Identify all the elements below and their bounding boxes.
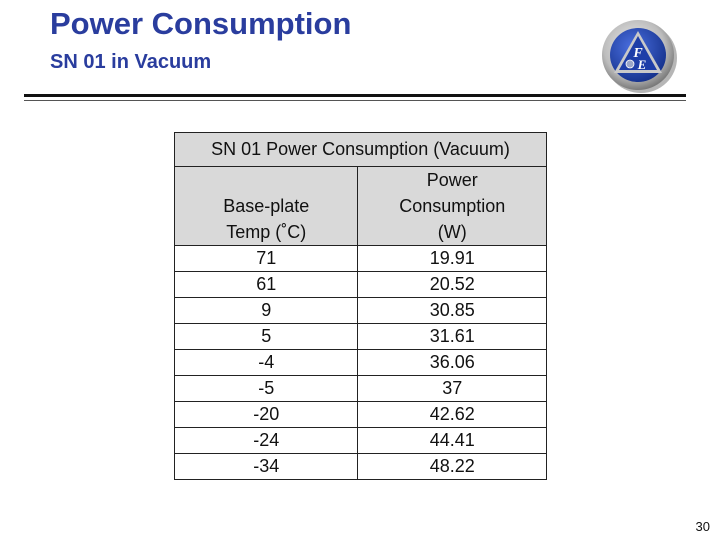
table-row: -34 48.22 [173,453,547,480]
table-caption: SN 01 Power Consumption (Vacuum) [174,132,547,167]
temp-cell: 5 [173,323,359,350]
temp-cell: 71 [173,245,359,272]
table-row: -24 44.41 [173,427,547,454]
power-cell: 44.41 [357,427,547,454]
temp-cell: 9 [173,297,359,324]
table-row: 61 20.52 [173,271,547,298]
temp-cell: -5 [173,375,359,402]
header-divider-thin [24,100,686,101]
column-header-temp: Base-plate Temp (˚C) [173,166,359,246]
table-row: 71 19.91 [173,245,547,272]
column-header-power-line3: (W) [437,222,467,242]
power-cell: 30.85 [357,297,547,324]
column-header-temp-line1: Base-plate [223,196,310,216]
column-header-power-line1: Power [426,170,478,190]
slide-subtitle: SN 01 in Vacuum [50,51,212,73]
power-cell: 48.22 [357,453,547,480]
power-consumption-table: SN 01 Power Consumption (Vacuum) Base-pl… [173,132,547,480]
table-row: -5 37 [173,375,547,402]
temp-cell: -20 [173,401,359,428]
temp-cell: -4 [173,349,359,376]
column-header-power-line2: Consumption [399,196,506,216]
table-row: 5 31.61 [173,323,547,350]
temp-cell: -24 [173,427,359,454]
power-cell: 19.91 [357,245,547,272]
power-cell: 37 [357,375,547,402]
header-divider-thick [24,94,686,97]
column-header-power: Power Consumption (W) [357,166,547,246]
company-logo: F E [602,20,677,93]
temp-cell: -34 [173,453,359,480]
temp-cell: 61 [173,271,359,298]
slide-title: Power Consumption [50,6,352,41]
power-cell: 36.06 [357,349,547,376]
power-cell: 20.52 [357,271,547,298]
table-row: -4 36.06 [173,349,547,376]
table-row: 9 30.85 [173,297,547,324]
power-cell: 31.61 [357,323,547,350]
column-header-temp-line2: Temp (˚C) [226,222,307,242]
svg-text:E: E [637,57,647,72]
page-number: 30 [695,519,710,534]
svg-text:F: F [632,46,643,61]
table-row: -20 42.62 [173,401,547,428]
power-cell: 42.62 [357,401,547,428]
